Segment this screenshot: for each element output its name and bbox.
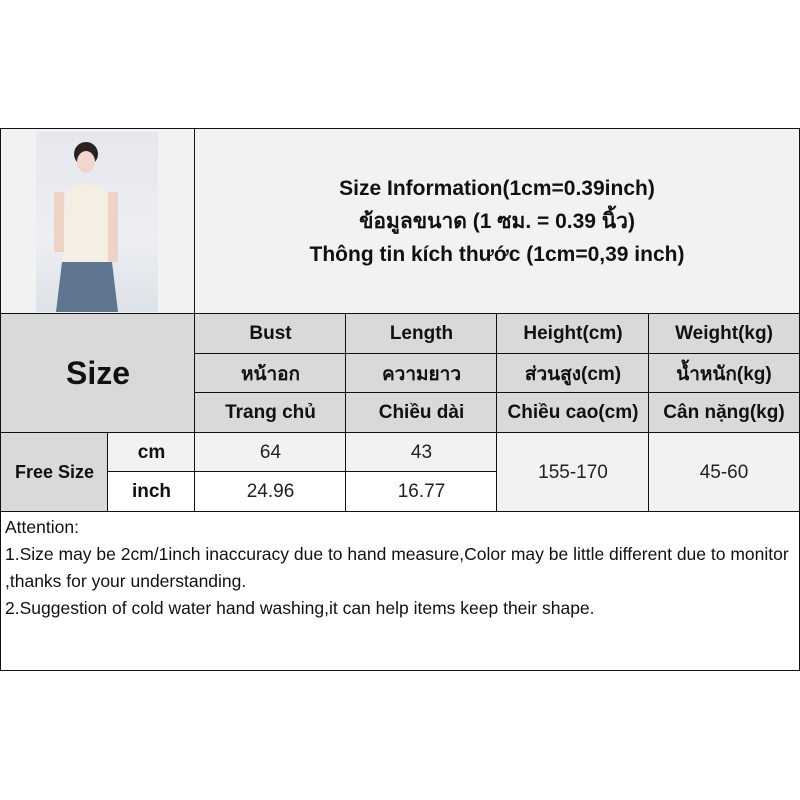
value: 155-170 [538,461,608,483]
size-label: Size [65,355,131,391]
attention-heading: Attention: [5,517,79,537]
attention-line: 1.Size may be 2cm/1inch inaccuracy due t… [5,544,789,591]
unit-cm: cm [107,432,196,473]
length-inch: 16.77 [345,471,498,513]
value: 64 [259,441,282,463]
value: 24.96 [246,481,295,502]
column-header-en: Weight(kg) [648,313,800,355]
column-header-vi: Trang chủ [194,392,347,434]
column-header-en: Bust [194,313,347,355]
title-vietnamese: Thông tin kích thước (1cm=0,39 inch) [309,243,685,266]
unit-inch: inch [107,471,196,513]
column-header-th: ส่วนสูง(cm) [496,353,650,394]
title-cell: Size Information(1cm=0.39inch) ข้อมูลขนา… [194,128,800,315]
column-header-th: น้ำหนัก(kg) [648,353,800,394]
free-size-label: Free Size [0,432,109,513]
title-thai: ข้อมูลขนาด (1 ซม. = 0.39 นิ้ว) [359,210,635,233]
attention-line: 2.Suggestion of cold water hand washing,… [5,598,595,618]
column-header-en: Height(cm) [496,313,650,355]
product-photo [36,132,158,312]
value: 45-60 [699,461,749,483]
unit-label: inch [131,481,172,502]
size-name: Free Size [14,462,95,482]
column-header-vi: Chiều dài [345,392,498,434]
size-header: Size [0,313,196,434]
weight-value: 45-60 [648,432,800,513]
value: 16.77 [397,481,446,502]
column-header-vi: Cân nặng(kg) [648,392,800,434]
length-cm: 43 [345,432,498,473]
column-header-th: หน้าอก [194,353,347,394]
column-header-en: Length [345,313,498,355]
title-english: Size Information(1cm=0.39inch) [339,177,655,200]
height-value: 155-170 [496,432,650,513]
bust-inch: 24.96 [194,471,347,513]
value: 43 [410,441,433,463]
column-header-vi: Chiều cao(cm) [496,392,650,434]
bust-cm: 64 [194,432,347,473]
attention-notes: Attention: 1.Size may be 2cm/1inch inacc… [0,511,800,671]
unit-label: cm [137,441,166,463]
column-header-th: ความยาว [345,353,498,394]
